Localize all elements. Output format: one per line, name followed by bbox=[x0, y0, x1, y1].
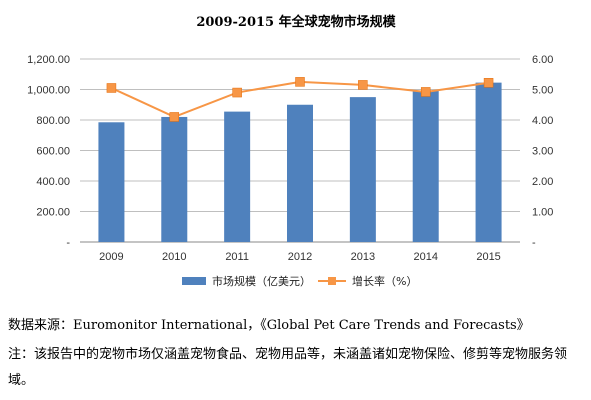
x-tick-label: 2010 bbox=[162, 251, 186, 263]
legend-line-marker bbox=[328, 277, 336, 285]
note-caption: 注：该报告中的宠物市场仅涵盖宠物食品、宠物用品等，未涵盖诸如宠物保险、修剪等宠物… bbox=[8, 342, 586, 394]
x-axis-ticks: 2009 2010 2011 2012 2013 2014 2015 bbox=[99, 251, 501, 263]
right-tick-label: - bbox=[532, 237, 536, 249]
right-tick-label: 6.00 bbox=[532, 54, 553, 66]
right-tick-label: 3.00 bbox=[532, 146, 553, 158]
bar bbox=[475, 82, 502, 242]
left-tick-label: 1,200.00 bbox=[27, 54, 70, 66]
x-tick-label: 2012 bbox=[288, 251, 312, 263]
chart-title: 2009-2015 年全球宠物市场规模 bbox=[196, 14, 396, 30]
chart: 2009-2015 年全球宠物市场规模 - 200.00 400.00 600.00 8… bbox=[27, 14, 553, 288]
bar bbox=[349, 97, 376, 242]
line-point bbox=[420, 87, 431, 97]
x-tick-label: 2015 bbox=[476, 251, 500, 263]
right-tick-label: 2.00 bbox=[532, 176, 553, 188]
line-point bbox=[483, 78, 494, 88]
right-tick-label: 5.00 bbox=[532, 85, 553, 97]
right-tick-label: 1.00 bbox=[532, 207, 553, 219]
left-axis-ticks: - 200.00 400.00 600.00 800.00 1,000.00 1,200.0… bbox=[27, 54, 70, 249]
bar bbox=[98, 122, 125, 242]
left-tick-label: 1,000.00 bbox=[27, 85, 70, 97]
line-point bbox=[295, 77, 305, 87]
line-point bbox=[232, 87, 242, 98]
x-tick-label: 2009 bbox=[99, 251, 123, 263]
legend-bar-swatch bbox=[182, 277, 206, 285]
legend: 市场规模（亿美元） 增长率（%） bbox=[182, 274, 417, 288]
x-tick-label: 2011 bbox=[225, 251, 249, 263]
note-text: 注：该报告中的宠物市场仅涵盖宠物食品、宠物用品等，未涵盖诸如宠物保险、修剪等宠物… bbox=[8, 347, 568, 388]
x-tick-label: 2014 bbox=[413, 251, 437, 263]
source-label: 数据来源： bbox=[8, 318, 74, 333]
line-point bbox=[106, 83, 117, 93]
line-point bbox=[358, 80, 368, 90]
left-tick-label: 400.00 bbox=[36, 176, 70, 188]
left-tick-label: 800.00 bbox=[36, 115, 70, 127]
line-point bbox=[169, 112, 180, 122]
bar bbox=[412, 91, 439, 243]
legend-line-label: 增长率（%） bbox=[352, 274, 417, 288]
x-tick-label: 2013 bbox=[351, 251, 375, 263]
right-axis-ticks: - 1.00 2.00 3.00 4.00 5.00 6.00 bbox=[532, 54, 553, 249]
bar bbox=[287, 104, 313, 242]
source-text: Euromonitor International，《Global Pet Ca… bbox=[73, 318, 530, 333]
right-tick-label: 4.00 bbox=[532, 115, 553, 127]
bar bbox=[161, 116, 188, 242]
left-tick-label: 600.00 bbox=[36, 146, 70, 158]
line-series bbox=[106, 77, 494, 122]
source-caption: 数据来源：Euromonitor International，《Global P… bbox=[8, 313, 586, 339]
left-tick-label: 200.00 bbox=[36, 207, 70, 219]
left-tick-label: - bbox=[66, 237, 70, 249]
legend-bar-label: 市场规模（亿美元） bbox=[212, 274, 311, 288]
bar-series bbox=[98, 82, 502, 243]
bar bbox=[224, 111, 251, 242]
